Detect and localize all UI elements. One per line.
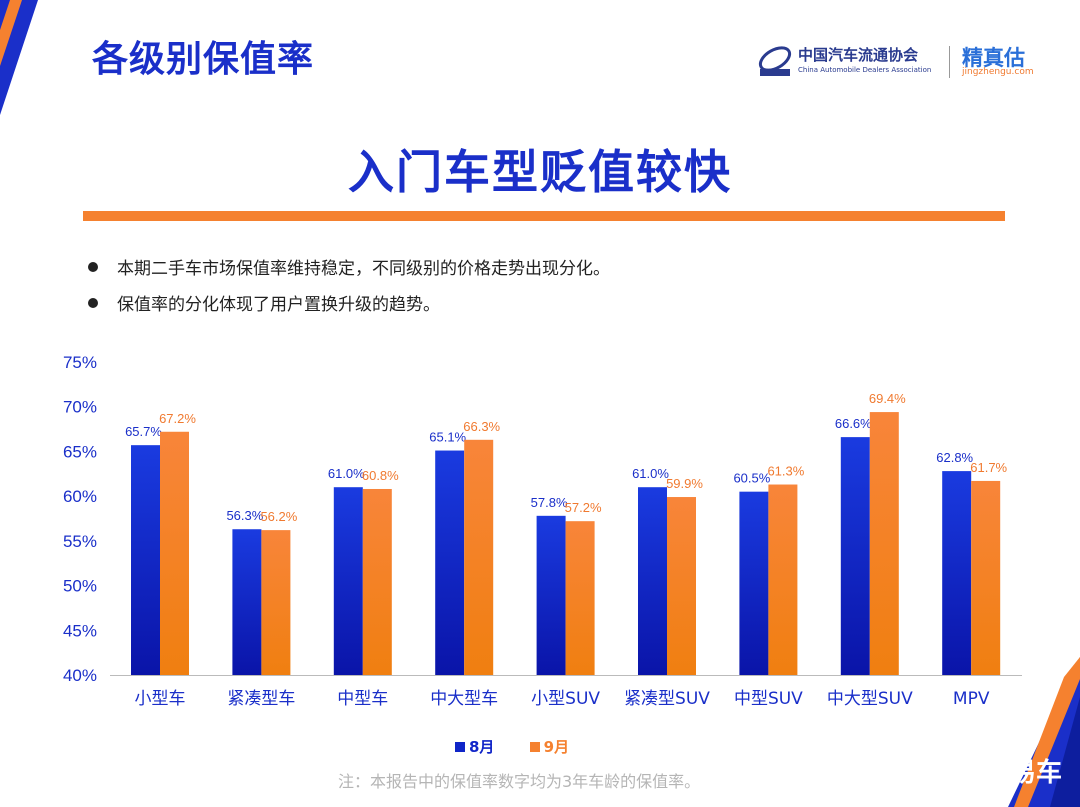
data-label: 59.9% [666, 476, 703, 491]
footnote: 注：本报告中的保值率数字均为3年车龄的保值率。 [338, 772, 701, 791]
data-label: 61.7% [970, 460, 1007, 475]
bar-aug [131, 445, 160, 675]
cada-name: 中国汽车流通协会 [798, 46, 919, 64]
data-label: 66.6% [835, 416, 872, 431]
bar-sep [464, 439, 494, 675]
corner-decoration [0, 0, 38, 115]
x-tick-label: MPV [953, 689, 990, 709]
data-label: 65.1% [429, 430, 466, 445]
x-tick-label: 小型车 [135, 689, 186, 709]
jingzhengu-logo: 精真估 [962, 46, 1025, 70]
bar-sep [869, 412, 899, 675]
bar-sep [565, 521, 595, 675]
x-tick-label: 小型SUV [531, 689, 600, 709]
x-tick-label: 中型SUV [734, 689, 803, 709]
data-label: 66.3% [463, 419, 500, 434]
y-tick-label: 75% [63, 353, 97, 372]
data-label: 61.0% [328, 466, 365, 481]
data-label: 67.2% [159, 411, 196, 426]
bar-aug [435, 450, 465, 675]
data-label: 69.4% [869, 391, 906, 406]
legend-item-aug: 8月 [455, 736, 494, 757]
cada-english-name: China Automobile Dealers Association [798, 66, 932, 74]
x-tick-label: 紧凑型车 [227, 689, 295, 709]
data-label: 61.3% [767, 464, 804, 479]
data-label: 57.2% [565, 500, 602, 515]
bar-sep [768, 484, 798, 675]
bullet-text: 保值率的分化体现了用户置换升级的趋势。 [117, 295, 440, 315]
data-label: 62.8% [936, 450, 973, 465]
bar-aug [333, 487, 363, 675]
bar-aug [942, 471, 972, 675]
data-label: 65.7% [125, 424, 162, 439]
chart-legend: 8月 9月 [455, 736, 599, 757]
legend-swatch [529, 741, 540, 752]
bar-aug [739, 491, 769, 675]
corner-decoration [1008, 657, 1080, 807]
bar-aug [840, 437, 870, 675]
bar-sep [667, 497, 696, 675]
x-tick-label: 中型车 [337, 689, 388, 709]
bar-sep [362, 488, 392, 675]
data-label: 60.5% [733, 471, 770, 486]
data-label: 61.0% [632, 466, 669, 481]
partner-logos: 中国汽车流通协会 China Automobile Dealers Associ… [756, 40, 1046, 85]
bar-sep [160, 431, 189, 675]
bullet-item: 本期二手车市场保值率维持稳定，不同级别的价格走势出现分化。 [88, 254, 610, 279]
bullet-icon [88, 262, 98, 272]
bar-sep [971, 480, 1001, 675]
y-tick-label: 60% [63, 487, 97, 506]
bar-aug [638, 487, 667, 675]
jingzhengu-url: jingzhengu.com [962, 67, 1034, 77]
cada-logo-icon [758, 46, 792, 76]
legend-label: 8月 [469, 738, 495, 756]
data-label: 60.8% [362, 468, 399, 483]
headline: 入门车型贬值较快 [348, 145, 732, 199]
y-tick-label: 65% [63, 442, 97, 461]
data-label: 56.3% [226, 508, 263, 523]
x-tick-label: 中大型车 [430, 689, 498, 709]
slide-title: 各级别保值率 [92, 39, 315, 80]
y-tick-label: 70% [63, 398, 97, 417]
bullet-text: 本期二手车市场保值率维持稳定，不同级别的价格走势出现分化。 [117, 259, 610, 279]
headline-divider [83, 211, 1005, 221]
data-label: 56.2% [260, 509, 297, 524]
y-tick-label: 55% [63, 532, 97, 551]
yiche-watermark: 易车 [1009, 758, 1062, 788]
y-tick-label: 45% [63, 621, 97, 640]
bar-aug [536, 515, 566, 675]
bar-chart: 40% 45% 50% 55% 60% 65% 70% 75% 65.7%67.2% 56.3%… [63, 353, 1022, 709]
legend-item-sep: 9月 [529, 736, 570, 757]
data-label: 57.8% [531, 495, 568, 510]
y-tick-label: 50% [63, 577, 97, 596]
bullet-icon [88, 298, 98, 308]
bar-aug [232, 529, 262, 675]
x-tick-label: 中大型SUV [827, 689, 913, 709]
legend-swatch [455, 741, 465, 752]
x-tick-label: 紧凑型SUV [624, 689, 710, 709]
y-tick-label: 40% [63, 666, 97, 685]
bar-sep [261, 530, 291, 675]
legend-label: 9月 [543, 738, 570, 756]
bullet-item: 保值率的分化体现了用户置换升级的趋势。 [88, 290, 440, 315]
logo-divider [949, 46, 950, 78]
